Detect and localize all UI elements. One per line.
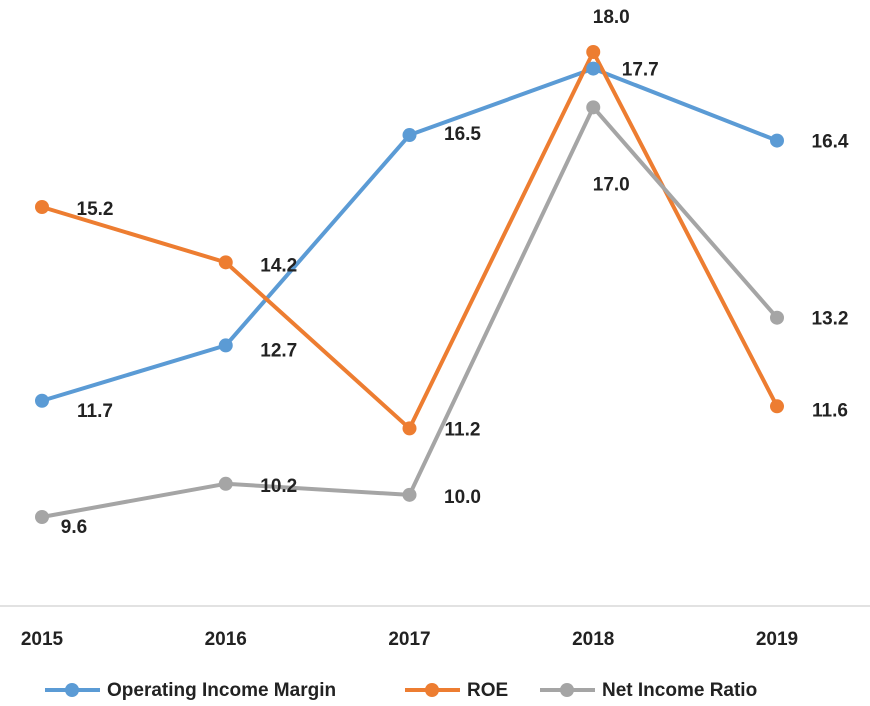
data-label: 11.7: [77, 401, 113, 422]
legend-marker: [425, 683, 439, 697]
data-label: 16.4: [812, 132, 849, 153]
data-label: 14.2: [260, 255, 297, 276]
marker: [35, 510, 49, 524]
marker: [402, 421, 417, 436]
line: [41, 66, 778, 403]
marker: [586, 61, 601, 76]
legend-label: Operating Income Margin: [107, 680, 336, 701]
legend-label: ROE: [467, 680, 508, 701]
data-label: 10.0: [444, 487, 481, 508]
marker: [770, 310, 784, 325]
x-tick-label: 2017: [388, 629, 430, 650]
legend-marker: [560, 683, 574, 697]
marker: [770, 399, 784, 414]
x-tick-label: 2019: [756, 629, 798, 650]
data-label: 17.0: [593, 174, 630, 195]
data-label: 16.5: [444, 124, 481, 145]
marker: [586, 100, 601, 115]
x-tick-label: 2015: [21, 629, 64, 650]
legend-marker: [65, 683, 79, 697]
line: [41, 105, 779, 519]
data-label: 11.6: [812, 400, 848, 421]
data-label: 11.2: [445, 419, 481, 440]
data-label: 9.6: [61, 517, 87, 538]
legend-label: Net Income Ratio: [602, 680, 757, 701]
marker: [770, 133, 784, 148]
line: [41, 50, 779, 431]
marker: [586, 45, 601, 59]
marker: [218, 476, 233, 491]
data-label: 18.0: [593, 7, 630, 28]
x-tick-label: 2018: [572, 629, 614, 650]
data-label: 17.7: [622, 60, 659, 81]
marker: [218, 338, 233, 353]
marker: [218, 255, 233, 270]
data-label: 10.2: [260, 476, 297, 497]
data-label: 12.7: [260, 340, 297, 361]
data-label: 13.2: [812, 309, 849, 330]
x-tick-label: 2016: [205, 629, 247, 650]
marker: [35, 200, 49, 214]
marker: [35, 393, 49, 408]
marker: [402, 128, 417, 143]
data-label: 15.2: [77, 199, 114, 220]
marker: [402, 487, 417, 502]
